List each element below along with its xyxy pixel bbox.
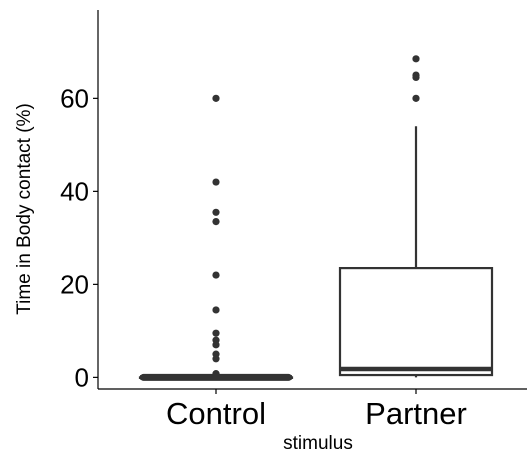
y-tick-label: 0 xyxy=(75,362,89,392)
outlier-cluster xyxy=(140,373,292,381)
x-tick-label: Control xyxy=(166,396,266,431)
outlier-point xyxy=(412,94,420,102)
outlier-point xyxy=(412,55,420,63)
outlier-point xyxy=(212,341,220,349)
outlier-point xyxy=(412,71,420,79)
y-tick-label: 60 xyxy=(60,83,89,113)
outlier-point xyxy=(212,208,220,216)
axes xyxy=(97,10,527,390)
outlier-point xyxy=(212,178,220,186)
plot-area xyxy=(138,55,494,381)
box xyxy=(338,266,494,377)
outlier-point xyxy=(212,217,220,226)
ticks: 0 20 40 60 Control Partner xyxy=(60,83,467,431)
outlier-point xyxy=(212,355,220,363)
x-tick-label: Partner xyxy=(365,396,467,431)
y-axis-title: Time in Body contact (%) xyxy=(14,103,35,315)
outlier-point xyxy=(212,94,220,102)
x-axis-title: stimulus xyxy=(283,433,353,454)
outlier-point xyxy=(212,306,220,314)
outlier-point xyxy=(212,271,220,279)
outlier-point xyxy=(212,329,220,337)
y-tick-label: 40 xyxy=(60,176,89,206)
y-tick-label: 20 xyxy=(60,269,89,299)
